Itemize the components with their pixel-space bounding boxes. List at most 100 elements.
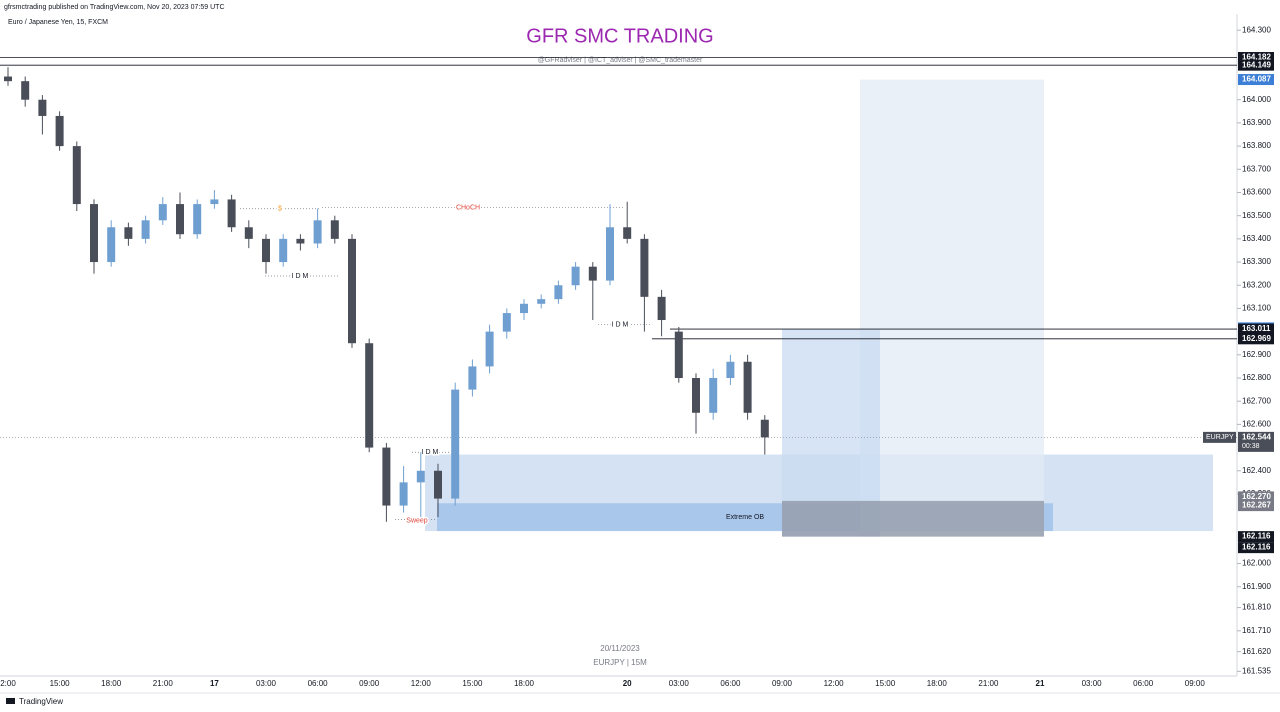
candle-body (640, 238, 649, 297)
y-tick-label: 162.700 (1242, 396, 1271, 405)
y-tick-label: 163.600 (1242, 188, 1271, 197)
watermark-symbol: EURJPY | 15M (593, 658, 647, 667)
x-tick-label: 09:00 (1185, 679, 1206, 688)
candle-body (606, 227, 614, 281)
price-label: 164.182 (1242, 53, 1271, 62)
candle-body (210, 199, 219, 205)
candle-body (588, 266, 597, 281)
y-tick-label: 163.900 (1242, 118, 1271, 127)
candle-body (657, 296, 666, 321)
candle-body (709, 378, 718, 413)
price-label-box (1238, 491, 1274, 503)
x-tick-label: 12:00 (411, 679, 432, 688)
candle-body (313, 220, 322, 244)
x-tick-label: 18:00 (101, 679, 122, 688)
candle-body (330, 220, 339, 239)
y-tick-label: 164.300 (1242, 25, 1271, 34)
x-tick-label: 18:00 (514, 679, 535, 688)
y-tick-label: 163.200 (1242, 280, 1271, 289)
zone (782, 500, 1044, 537)
price-label: 162.267 (1242, 501, 1271, 510)
y-tick-label: 161.620 (1242, 647, 1271, 656)
x-tick-label: 03:00 (256, 679, 277, 688)
symbol-description: Euro / Japanese Yen, 15, FXCM (8, 19, 108, 26)
x-tick-label: 15:00 (462, 679, 483, 688)
x-tick-label: 03:00 (1082, 679, 1103, 688)
last-price-label: 162.544 (1242, 432, 1271, 441)
candle-body (468, 366, 477, 390)
price-label: 163.011 (1242, 324, 1271, 333)
candle-body (520, 303, 528, 314)
y-tick-label: 162.400 (1242, 466, 1271, 475)
y-tick-label: 163.400 (1242, 234, 1271, 243)
candle-body (348, 238, 356, 344)
candle-body (760, 419, 769, 438)
symbol-label: EURJPY (1206, 434, 1234, 441)
candle-body (21, 81, 30, 100)
candle-body (193, 204, 202, 235)
price-label: 164.149 (1242, 60, 1271, 69)
candle-body (72, 146, 81, 205)
x-tick-label: 21:00 (153, 679, 174, 688)
x-tick-label: 17 (210, 679, 219, 688)
y-tick-label: 163.800 (1242, 141, 1271, 150)
x-tick-label: 09:00 (359, 679, 380, 688)
price-label: 162.116 (1242, 543, 1271, 552)
candle-body (227, 199, 236, 228)
price-label: 162.969 (1242, 334, 1271, 343)
price-label: 162.116 (1242, 532, 1271, 541)
chart-subtitle: @GFRadviser | @ICT_adviser | @SMC_tradem… (538, 57, 703, 64)
price-label-box (1238, 333, 1274, 345)
price-label-box (1238, 500, 1274, 512)
tv-logo (6, 698, 15, 704)
zone (860, 79, 1044, 537)
candle-body (554, 285, 563, 300)
price-label: 162.270 (1242, 492, 1271, 501)
annotation-label: CHoCH (456, 204, 480, 211)
x-tick-label: 06:00 (720, 679, 741, 688)
candle-body (416, 470, 425, 483)
candle-body (674, 331, 683, 379)
zone-label: Extreme OB (726, 514, 764, 521)
candle-body (90, 204, 98, 263)
x-tick-label: 06:00 (1133, 679, 1154, 688)
candle-body (244, 227, 253, 239)
price-label-box (1238, 52, 1274, 64)
y-tick-label: 162.800 (1242, 373, 1271, 382)
x-tick-label: 2:00 (0, 679, 16, 688)
y-tick-label: 162.900 (1242, 350, 1271, 359)
y-tick-label: 163.700 (1242, 164, 1271, 173)
candle-body (571, 266, 580, 286)
y-tick-label: 161.810 (1242, 603, 1271, 612)
price-label-box (1238, 323, 1274, 335)
y-tick-label: 161.900 (1242, 582, 1271, 591)
annotation-label: I D M (292, 273, 309, 280)
countdown-label: 00:38 (1242, 443, 1260, 450)
candle-body (485, 331, 494, 367)
candle-body (55, 115, 64, 147)
candle-body (623, 227, 632, 239)
price-label: 164.087 (1242, 75, 1271, 84)
candle-body (502, 313, 511, 332)
candle-body (4, 76, 12, 82)
x-tick-label: 15:00 (875, 679, 896, 688)
price-label-box (1238, 531, 1274, 543)
candle-body (399, 482, 408, 506)
annotation-label: I D M (612, 322, 629, 329)
x-tick-label: 21:00 (978, 679, 999, 688)
y-tick-label: 161.710 (1242, 626, 1271, 635)
candle-body (451, 389, 460, 499)
candle-body (124, 227, 133, 239)
candle-body (434, 470, 442, 499)
candle-body (726, 361, 735, 379)
candle-body (107, 227, 116, 263)
x-tick-label: 03:00 (669, 679, 690, 688)
annotation-label: $ (278, 206, 282, 213)
candle-body (296, 238, 305, 244)
x-tick-label: 15:00 (50, 679, 71, 688)
candle-body (537, 299, 546, 304)
y-tick-label: 161.535 (1242, 666, 1271, 675)
